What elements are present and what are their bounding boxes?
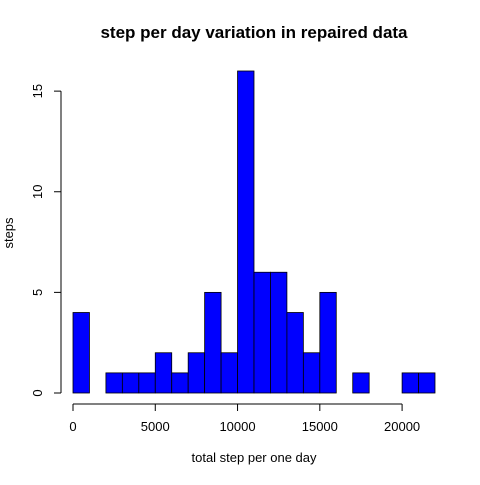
y-axis: 0 5 10 15: [30, 84, 62, 397]
histogram-bar-5000: [154, 352, 173, 394]
histogram-bar-14000: [302, 352, 321, 394]
x-tick-label-10000: 10000: [219, 419, 255, 434]
histogram-bar-13000: [286, 312, 304, 394]
histogram-bar-21000: [418, 372, 436, 394]
histogram-bar-4000: [138, 372, 156, 394]
histogram-bar-3000: [121, 372, 140, 394]
x-tick-label-0: 0: [69, 419, 76, 434]
x-tick-label-5000: 5000: [141, 419, 170, 434]
histogram-bar-0: [72, 312, 90, 394]
bars-group: [72, 70, 436, 394]
histogram-bar-7000: [187, 352, 206, 394]
x-tick-label-20000: 20000: [384, 419, 420, 434]
histogram-bar-9000: [220, 352, 238, 394]
histogram-bar-12000: [270, 271, 288, 394]
histogram-bar-6000: [171, 372, 189, 394]
histogram-bar-11000: [253, 271, 271, 394]
y-tick-label-15: 15: [30, 84, 45, 98]
histogram-bar-2000: [105, 372, 123, 394]
x-axis-label: total step per one day: [191, 450, 317, 465]
y-tick-label-0: 0: [30, 389, 45, 396]
y-tick-label-5: 5: [30, 289, 45, 296]
histogram-bar-8000: [204, 291, 222, 394]
histogram-bar-15000: [319, 291, 337, 394]
histogram-bar-10000: [237, 70, 255, 394]
histogram-bar-17000: [352, 372, 370, 394]
chart-title: step per day variation in repaired data: [100, 23, 408, 42]
y-axis-label: steps: [1, 217, 16, 249]
x-tick-label-15000: 15000: [302, 419, 338, 434]
y-tick-label-10: 10: [30, 185, 45, 199]
histogram-bar-20000: [401, 372, 419, 394]
x-axis: 0 5000 10000 15000 20000: [69, 403, 420, 434]
